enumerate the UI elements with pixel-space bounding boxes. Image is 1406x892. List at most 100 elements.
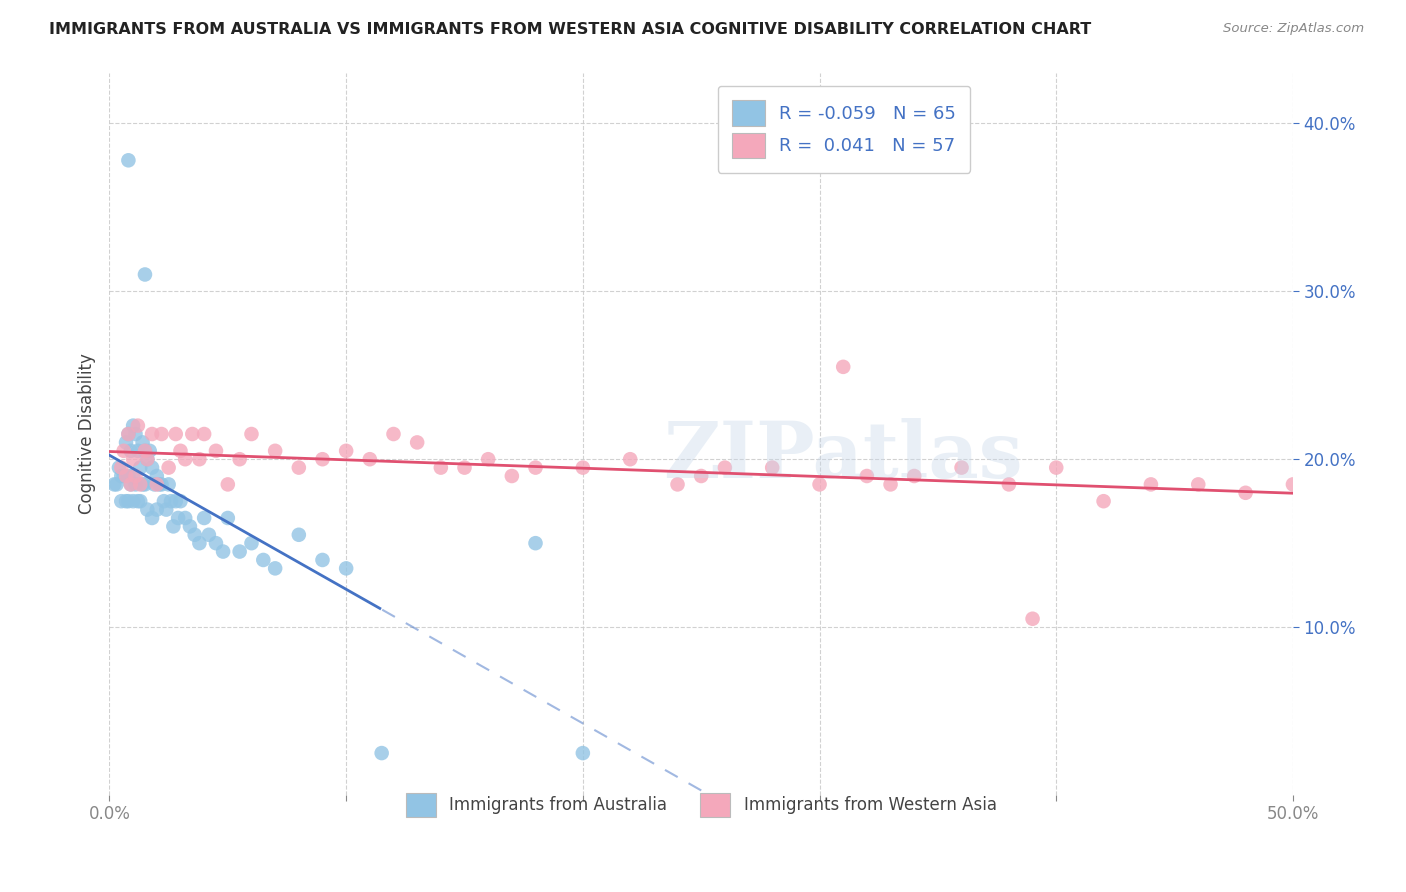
Point <box>1045 460 1067 475</box>
Point <box>193 427 215 442</box>
Point <box>115 469 138 483</box>
Point <box>879 477 901 491</box>
Point <box>122 452 145 467</box>
Point <box>169 443 191 458</box>
Point <box>1187 477 1209 491</box>
Point <box>146 469 169 483</box>
Point <box>108 460 131 475</box>
Point <box>832 359 855 374</box>
Point <box>122 469 145 483</box>
Legend: Immigrants from Australia, Immigrants from Western Asia: Immigrants from Australia, Immigrants fr… <box>392 780 1010 830</box>
Point <box>150 477 173 491</box>
Point <box>430 460 453 475</box>
Text: ZIPatlas: ZIPatlas <box>664 417 1024 493</box>
Point <box>1092 494 1115 508</box>
Point <box>129 460 152 475</box>
Point <box>146 477 169 491</box>
Point <box>690 469 713 483</box>
Point <box>112 443 135 458</box>
Point <box>127 418 149 433</box>
Point <box>117 153 139 168</box>
Text: IMMIGRANTS FROM AUSTRALIA VS IMMIGRANTS FROM WESTERN ASIA COGNITIVE DISABILITY C: IMMIGRANTS FROM AUSTRALIA VS IMMIGRANTS … <box>49 22 1091 37</box>
Point <box>240 536 263 550</box>
Point <box>205 443 228 458</box>
Point <box>501 469 523 483</box>
Point <box>169 494 191 508</box>
Point <box>359 452 381 467</box>
Point <box>217 477 239 491</box>
Point <box>264 443 287 458</box>
Point <box>370 746 392 760</box>
Point <box>146 502 169 516</box>
Point <box>157 460 180 475</box>
Point <box>157 477 180 491</box>
Point <box>167 511 190 525</box>
Point <box>1234 485 1257 500</box>
Point <box>1021 612 1043 626</box>
Point <box>110 460 132 475</box>
Point <box>761 460 783 475</box>
Point <box>112 469 135 483</box>
Point <box>714 460 737 475</box>
Point <box>188 452 211 467</box>
Point <box>115 494 138 508</box>
Point <box>120 443 142 458</box>
Point <box>524 460 547 475</box>
Point <box>240 427 263 442</box>
Point <box>150 427 173 442</box>
Point <box>228 452 250 467</box>
Point <box>117 494 139 508</box>
Point <box>134 443 156 458</box>
Point <box>131 435 153 450</box>
Point <box>127 443 149 458</box>
Point <box>288 528 311 542</box>
Point <box>288 460 311 475</box>
Point <box>453 460 475 475</box>
Point <box>808 477 831 491</box>
Point <box>335 561 357 575</box>
Point <box>903 469 925 483</box>
Point <box>228 544 250 558</box>
Point <box>998 477 1021 491</box>
Point <box>252 553 274 567</box>
Point <box>129 477 152 491</box>
Point <box>153 494 176 508</box>
Point <box>205 536 228 550</box>
Point <box>148 477 170 491</box>
Point <box>572 746 595 760</box>
Point <box>264 561 287 575</box>
Point <box>335 443 357 458</box>
Point <box>110 494 132 508</box>
Point <box>122 494 145 508</box>
Point <box>212 544 235 558</box>
Point <box>129 494 152 508</box>
Point <box>524 536 547 550</box>
Point <box>217 511 239 525</box>
Text: Source: ZipAtlas.com: Source: ZipAtlas.com <box>1223 22 1364 36</box>
Point <box>406 435 429 450</box>
Point <box>174 452 197 467</box>
Point <box>382 427 405 442</box>
Point <box>165 427 187 442</box>
Point <box>141 460 163 475</box>
Point <box>188 536 211 550</box>
Point <box>311 452 333 467</box>
Point <box>179 519 201 533</box>
Point <box>141 511 163 525</box>
Point <box>311 553 333 567</box>
Point <box>572 460 595 475</box>
Point <box>124 427 146 442</box>
Point <box>122 418 145 433</box>
Point <box>619 452 641 467</box>
Point <box>127 494 149 508</box>
Point <box>117 427 139 442</box>
Point <box>105 477 128 491</box>
Point <box>198 528 221 542</box>
Point <box>160 494 183 508</box>
Point <box>162 519 184 533</box>
Point <box>950 460 973 475</box>
Point <box>1140 477 1163 491</box>
Point <box>174 511 197 525</box>
Point <box>477 452 499 467</box>
Point <box>120 477 142 491</box>
